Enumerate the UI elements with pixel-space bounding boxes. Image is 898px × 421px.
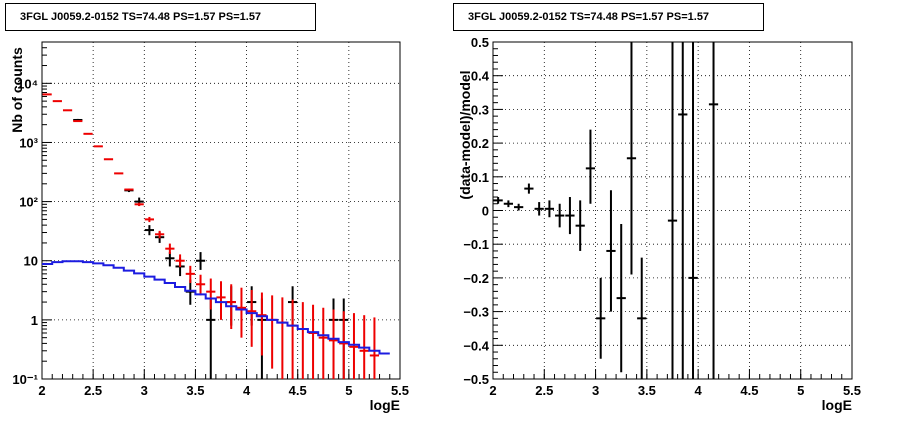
y-tick-label: −0.3: [463, 305, 489, 320]
data-point: [73, 120, 83, 123]
data-point: [83, 132, 93, 135]
x-tick-label: 2: [489, 383, 496, 398]
data-point: [688, 42, 698, 379]
data-point: [185, 265, 195, 284]
data-point: [524, 183, 534, 194]
y-tick-label: 0.4: [471, 69, 490, 84]
data-point: [195, 274, 206, 296]
y-axis-label: Nb of counts: [9, 47, 25, 133]
data-point: [134, 202, 144, 207]
data-point: [216, 281, 226, 320]
y-tick-label: −0.2: [463, 271, 489, 286]
x-axis-label: logE: [370, 397, 400, 413]
data-point: [678, 42, 688, 379]
y-tick-label: 0: [482, 204, 489, 219]
x-axis-label: logE: [822, 397, 852, 413]
data-point: [52, 100, 62, 103]
x-tick-label: 4.5: [289, 383, 307, 398]
data-point: [175, 254, 185, 268]
y-tick-label: 10²: [19, 195, 38, 210]
x-tick-label: 3: [592, 383, 599, 398]
data-point: [369, 317, 380, 379]
data-point: [565, 197, 575, 235]
data-point: [42, 93, 52, 96]
data-point: [103, 158, 114, 161]
data-point: [155, 230, 165, 239]
data-point: [544, 200, 555, 218]
data-point: [257, 292, 267, 356]
data-point: [165, 252, 175, 267]
x-tick-label: 5: [797, 383, 804, 398]
plot-frame: [41, 41, 401, 380]
x-tick-label: 2: [38, 383, 45, 398]
x-tick-label: 3: [141, 383, 148, 398]
data-point: [503, 200, 514, 208]
data-point: [349, 313, 359, 379]
y-tick-label: 0.5: [471, 35, 489, 50]
data-point: [616, 223, 626, 373]
data-point: [667, 42, 678, 379]
x-tick-label: 5.5: [391, 383, 409, 398]
data-point: [206, 298, 216, 379]
data-point: [606, 190, 616, 312]
data-point: [585, 129, 596, 204]
y-tick-label: 0.1: [471, 170, 489, 185]
right-chart-title: 3FGL J0059.2-0152 TS=74.48 PS=1.57 PS=1.…: [453, 3, 764, 31]
data-point: [318, 307, 328, 379]
x-tick-label: 2.5: [84, 383, 102, 398]
y-tick-label: 10⁻¹: [12, 372, 38, 387]
y-tick-label: 1: [31, 313, 38, 328]
y-tick-label: 10⁴: [17, 76, 38, 91]
x-tick-label: 4: [695, 383, 703, 398]
y-tick-label: 10: [24, 254, 38, 269]
data-point: [555, 203, 565, 228]
data-point: [575, 200, 585, 251]
y-tick-label: 10³: [19, 135, 38, 150]
data-point: [62, 109, 73, 112]
model-step-line: [42, 260, 390, 355]
y-tick-label: −0.1: [463, 237, 489, 252]
x-tick-label: 4.5: [740, 383, 758, 398]
data-point: [114, 172, 124, 175]
x-tick-label: 5: [345, 383, 352, 398]
data-point: [339, 311, 349, 379]
y-tick-label: −0.5: [463, 372, 489, 387]
data-point: [206, 278, 216, 310]
data-point: [534, 202, 544, 216]
x-tick-label: 3.5: [638, 383, 656, 398]
data-point: [93, 145, 103, 148]
data-point: [708, 42, 719, 379]
x-tick-label: 3.5: [186, 383, 204, 398]
x-tick-label: 5.5: [843, 383, 861, 398]
right-residual-plot: 2 2.5 3 3.5 4 4.5 5 5.5 −0.5 −0.4 −0.3 −0.2 −0.1 0 0.1…: [457, 35, 861, 413]
y-tick-label: 0.2: [471, 136, 489, 151]
data-point: [493, 197, 503, 204]
data-point: [144, 225, 155, 236]
data-point: [124, 188, 134, 191]
data-point: [626, 42, 637, 275]
y-tick-label: 0.3: [471, 102, 489, 117]
x-tick-label: 2.5: [535, 383, 553, 398]
data-point: [637, 257, 647, 379]
y-tick-label: −0.4: [463, 338, 489, 353]
y-axis-label: (data-model)/model: [457, 70, 473, 199]
data-point: [247, 289, 257, 347]
data-point: [514, 203, 524, 211]
left-chart-title: 3FGL J0059.2-0152 TS=74.48 PS=1.57 PS=1.…: [5, 3, 316, 31]
x-tick-label: 4: [243, 383, 251, 398]
data-point: [195, 252, 206, 270]
data-point: [328, 309, 339, 379]
data-point: [236, 287, 247, 338]
data-point: [165, 243, 175, 254]
data-point: [144, 216, 155, 223]
left-counts-plot: 2 2.5 3 3.5 4 4.5 5 5.5 10⁻¹ 1 10 10² 10³ 10⁴ logE Nb o…: [9, 41, 409, 413]
data-point: [596, 277, 606, 359]
